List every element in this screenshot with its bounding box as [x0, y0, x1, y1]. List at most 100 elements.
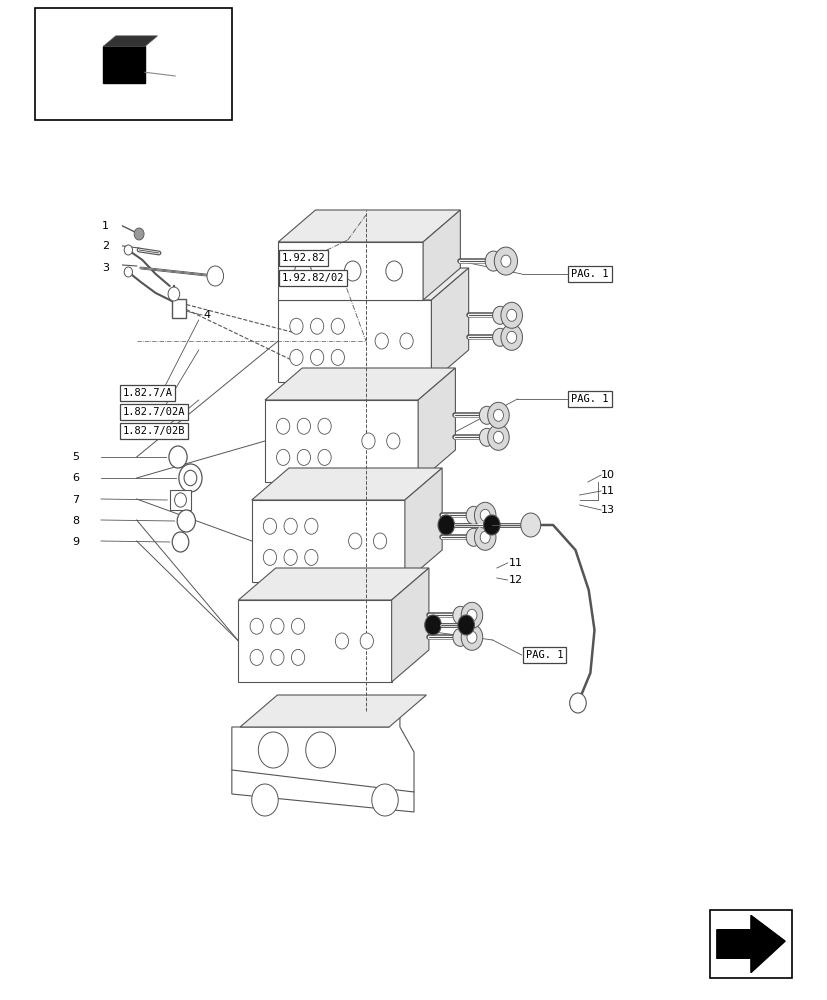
Circle shape	[348, 533, 361, 549]
Circle shape	[492, 328, 507, 346]
Circle shape	[506, 331, 516, 343]
Polygon shape	[404, 468, 442, 582]
Bar	[710, 910, 791, 978]
Circle shape	[452, 606, 467, 624]
Circle shape	[399, 333, 413, 349]
Text: PAG. 1: PAG. 1	[525, 650, 562, 660]
Circle shape	[375, 333, 388, 349]
Circle shape	[297, 418, 310, 434]
Text: 1: 1	[103, 221, 109, 231]
Circle shape	[207, 266, 223, 286]
Circle shape	[485, 251, 501, 271]
Circle shape	[134, 228, 144, 240]
Text: 4: 4	[203, 310, 211, 320]
Circle shape	[276, 449, 289, 465]
Text: 13: 13	[600, 505, 614, 515]
Polygon shape	[58, 33, 200, 93]
Circle shape	[294, 261, 311, 281]
Circle shape	[487, 424, 509, 450]
Circle shape	[258, 732, 288, 768]
Circle shape	[335, 633, 348, 649]
Polygon shape	[50, 33, 58, 60]
Circle shape	[263, 549, 276, 565]
Circle shape	[174, 493, 186, 507]
Polygon shape	[232, 770, 414, 812]
Circle shape	[466, 631, 476, 643]
Text: 1.82.7/A: 1.82.7/A	[122, 388, 172, 398]
Circle shape	[479, 428, 494, 446]
Polygon shape	[278, 300, 431, 382]
Circle shape	[291, 649, 304, 665]
Polygon shape	[265, 368, 455, 400]
Circle shape	[500, 255, 510, 267]
Circle shape	[386, 433, 399, 449]
Circle shape	[360, 633, 373, 649]
Circle shape	[284, 549, 297, 565]
Circle shape	[331, 349, 344, 365]
Circle shape	[310, 318, 323, 334]
Circle shape	[291, 618, 304, 634]
Circle shape	[500, 324, 522, 350]
Circle shape	[250, 649, 263, 665]
Circle shape	[168, 287, 179, 301]
Circle shape	[373, 533, 386, 549]
Text: 1.82.7/02A: 1.82.7/02A	[122, 407, 184, 417]
Circle shape	[371, 784, 398, 816]
Circle shape	[480, 509, 490, 521]
Polygon shape	[418, 368, 455, 482]
Polygon shape	[251, 500, 404, 582]
Text: 7: 7	[72, 495, 79, 505]
Circle shape	[452, 628, 467, 646]
Text: 3: 3	[103, 263, 109, 273]
Polygon shape	[103, 36, 157, 46]
Circle shape	[124, 267, 132, 277]
Circle shape	[424, 615, 441, 635]
Polygon shape	[431, 268, 468, 382]
Circle shape	[251, 784, 278, 816]
Text: 5: 5	[73, 452, 79, 462]
Polygon shape	[238, 568, 428, 600]
Circle shape	[318, 449, 331, 465]
Circle shape	[318, 418, 331, 434]
Text: 2: 2	[102, 241, 109, 251]
Polygon shape	[278, 268, 468, 300]
Circle shape	[344, 261, 361, 281]
Circle shape	[466, 609, 476, 621]
Polygon shape	[240, 695, 426, 727]
Polygon shape	[200, 64, 217, 86]
Text: PAG. 1: PAG. 1	[571, 394, 608, 404]
Circle shape	[361, 433, 375, 449]
Polygon shape	[103, 46, 145, 83]
Bar	[170, 490, 191, 510]
Circle shape	[474, 524, 495, 550]
Circle shape	[493, 431, 503, 443]
Circle shape	[506, 309, 516, 321]
Circle shape	[385, 261, 402, 281]
Circle shape	[177, 510, 195, 532]
Text: 10: 10	[600, 470, 614, 480]
Circle shape	[289, 349, 303, 365]
Text: 6: 6	[73, 473, 79, 483]
Circle shape	[304, 549, 318, 565]
Bar	[35, 8, 232, 120]
Circle shape	[474, 502, 495, 528]
Text: 11: 11	[509, 558, 523, 568]
Circle shape	[289, 318, 303, 334]
Polygon shape	[238, 600, 391, 682]
Circle shape	[487, 402, 509, 428]
Circle shape	[297, 449, 310, 465]
Text: PAG. 1: PAG. 1	[571, 269, 608, 279]
Circle shape	[276, 418, 289, 434]
Polygon shape	[716, 915, 784, 973]
Polygon shape	[391, 568, 428, 682]
Text: 9: 9	[72, 537, 79, 547]
Circle shape	[500, 302, 522, 328]
Polygon shape	[423, 210, 460, 300]
Circle shape	[461, 624, 482, 650]
Circle shape	[284, 518, 297, 534]
Circle shape	[169, 446, 187, 468]
Bar	[172, 299, 186, 318]
Text: 12: 12	[509, 575, 523, 585]
Circle shape	[457, 615, 474, 635]
Text: 1.82.7/02B: 1.82.7/02B	[122, 426, 184, 436]
